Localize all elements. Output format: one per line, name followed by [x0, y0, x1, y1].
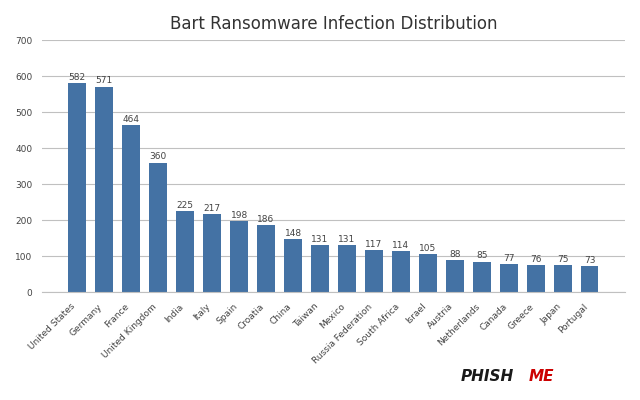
- Text: 225: 225: [177, 201, 194, 210]
- Bar: [446, 260, 463, 292]
- Text: 148: 148: [284, 229, 301, 238]
- Text: 464: 464: [123, 115, 140, 124]
- Title: Bart Ransomware Infection Distribution: Bart Ransomware Infection Distribution: [170, 15, 497, 33]
- Text: 131: 131: [312, 235, 328, 244]
- Bar: [95, 86, 113, 292]
- Bar: [581, 266, 598, 292]
- Text: 105: 105: [419, 244, 436, 253]
- Text: 582: 582: [68, 72, 86, 82]
- Bar: [392, 251, 410, 292]
- Bar: [365, 250, 383, 292]
- Text: 131: 131: [339, 235, 356, 244]
- Text: 88: 88: [449, 250, 461, 260]
- Bar: [338, 245, 356, 292]
- Bar: [149, 162, 167, 292]
- Text: 114: 114: [392, 241, 410, 250]
- Bar: [500, 264, 518, 292]
- Text: 571: 571: [95, 76, 113, 86]
- Bar: [419, 254, 436, 292]
- Bar: [527, 265, 545, 292]
- Text: PHISH: PHISH: [461, 369, 514, 384]
- Text: 198: 198: [230, 211, 248, 220]
- Bar: [122, 125, 140, 292]
- Text: 76: 76: [530, 255, 541, 264]
- Bar: [177, 211, 194, 292]
- Text: 117: 117: [365, 240, 383, 249]
- Bar: [68, 83, 86, 292]
- Text: 217: 217: [204, 204, 221, 213]
- Text: 360: 360: [150, 152, 167, 162]
- Text: ME: ME: [529, 369, 554, 384]
- Text: 75: 75: [557, 255, 568, 264]
- Bar: [311, 245, 329, 292]
- Text: 85: 85: [476, 252, 488, 260]
- Bar: [257, 225, 275, 292]
- Bar: [230, 221, 248, 292]
- Text: 186: 186: [257, 215, 275, 224]
- Bar: [204, 214, 221, 292]
- Bar: [473, 262, 491, 292]
- Bar: [284, 239, 302, 292]
- Text: 73: 73: [584, 256, 595, 265]
- Text: 77: 77: [503, 254, 515, 263]
- Bar: [554, 265, 572, 292]
